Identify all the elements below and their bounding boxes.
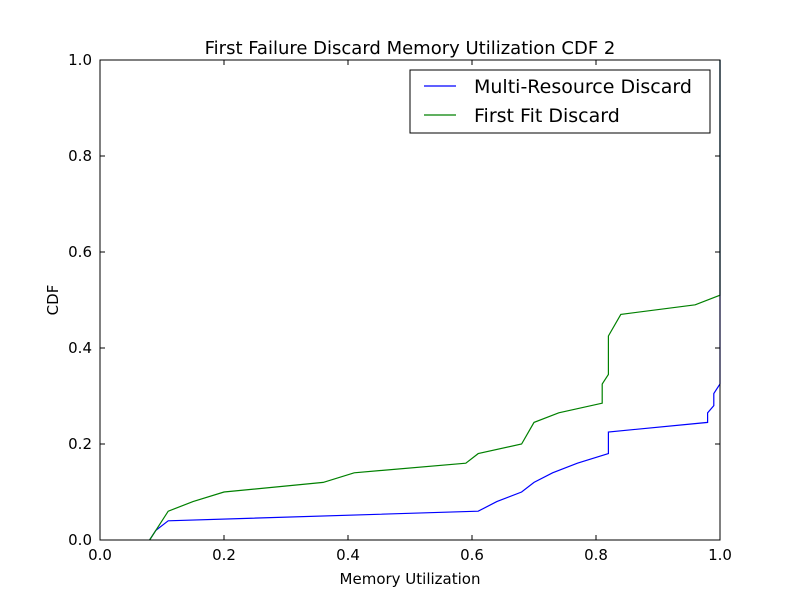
y-tick-label: 0.4 [68, 339, 92, 357]
y-tick-label: 0.6 [68, 243, 92, 261]
legend-box [409, 69, 711, 134]
x-axis-label: Memory Utilization [340, 570, 481, 588]
x-tick-label: 0.8 [584, 546, 608, 564]
legend-label-1: Multi-Resource Discard [474, 76, 692, 98]
y-tick-label: 0.2 [68, 435, 92, 453]
x-tick-label: 0.0 [88, 546, 112, 564]
legend: Multi-Resource Discard First Fit Discard [409, 69, 711, 134]
plot-frame [99, 59, 721, 541]
y-axis-label: CDF [44, 285, 62, 316]
series-line-1 [149, 60, 721, 541]
chart-title: First Failure Discard Memory Utilization… [205, 38, 616, 59]
tick-layer: 0.0 0.2 0.4 0.6 0.8 1.0 0.0 0.2 0.4 0.6 0.8 1.0 [68, 51, 732, 564]
x-tick-label: 0.4 [336, 546, 360, 564]
y-tick-label: 0.8 [68, 147, 92, 165]
y-tick-label: 0.0 [68, 531, 92, 549]
y-tick-label: 1.0 [68, 51, 92, 69]
axes-layer [99, 59, 721, 541]
legend-label-2: First Fit Discard [474, 105, 620, 127]
x-tick-label: 1.0 [708, 546, 732, 564]
x-tick-label: 0.6 [460, 546, 484, 564]
plot-layer [149, 60, 721, 541]
x-tick-label: 0.2 [212, 546, 236, 564]
series-line-2 [149, 60, 721, 541]
